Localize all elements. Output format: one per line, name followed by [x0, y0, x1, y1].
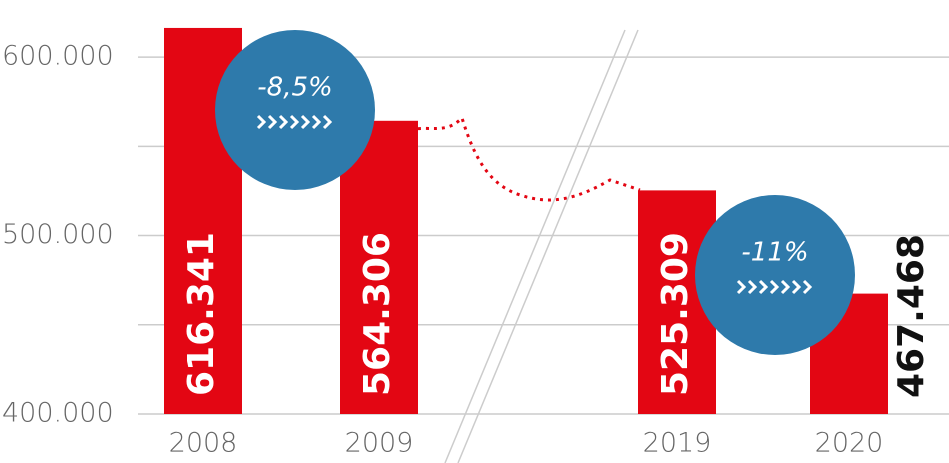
value-label: 564.306 — [357, 232, 398, 396]
chevron — [736, 279, 747, 295]
chevron — [769, 279, 780, 295]
chevron — [758, 279, 769, 295]
y-tick-label: 400.000 — [2, 398, 114, 429]
break-line — [457, 29, 639, 463]
annotation-circle — [695, 195, 855, 355]
y-tick-label: 600.000 — [2, 41, 114, 72]
y-tick-label: 500.000 — [2, 219, 114, 250]
chevron — [747, 279, 758, 295]
chevron — [791, 279, 802, 295]
annotation: -11% — [741, 238, 808, 268]
value-label: 616.341 — [181, 232, 222, 396]
chevron — [780, 279, 791, 295]
chevron — [278, 114, 289, 130]
chevron — [311, 114, 322, 130]
chevron — [289, 114, 300, 130]
x-tick-label: 2020 — [815, 428, 884, 459]
value-label: 467.468 — [891, 234, 932, 398]
x-tick-label: 2008 — [169, 428, 238, 459]
annotation-circle — [215, 30, 375, 190]
chevron — [267, 114, 278, 130]
chevron — [256, 114, 267, 130]
chevron — [802, 279, 813, 295]
trend-dots — [409, 115, 641, 202]
value-label: 525.309 — [655, 232, 696, 396]
break-line — [444, 29, 626, 463]
bar — [340, 120, 418, 415]
x-tick-label: 2019 — [643, 428, 712, 459]
x-tick-label: 2009 — [345, 428, 414, 459]
chevron — [322, 114, 333, 130]
annotation: -8,5% — [257, 73, 332, 103]
chevron — [300, 114, 311, 130]
